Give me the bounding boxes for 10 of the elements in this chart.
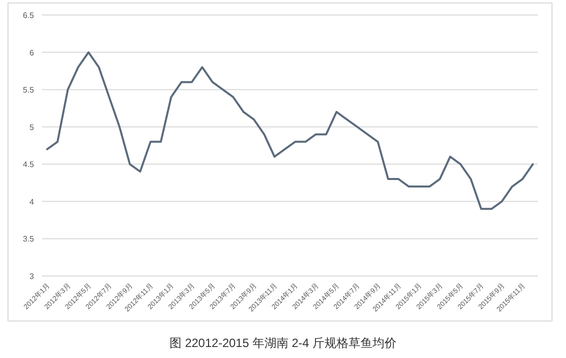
y-tick-label: 4 xyxy=(30,197,35,206)
y-tick-label: 6 xyxy=(30,48,35,58)
line-series xyxy=(46,51,534,210)
y-tick-label: 3.5 xyxy=(22,234,35,244)
y-tick-label: 5 xyxy=(30,122,35,132)
y-tick-label: 4.5 xyxy=(22,160,35,170)
y-tick-label: 6.5 xyxy=(22,11,35,20)
y-tick-label: 3 xyxy=(30,272,35,281)
y-tick-label: 5.5 xyxy=(22,86,35,95)
text: 图 22012-2015 年湖南 2-4 斤规格草鱼均价 xyxy=(170,336,396,350)
